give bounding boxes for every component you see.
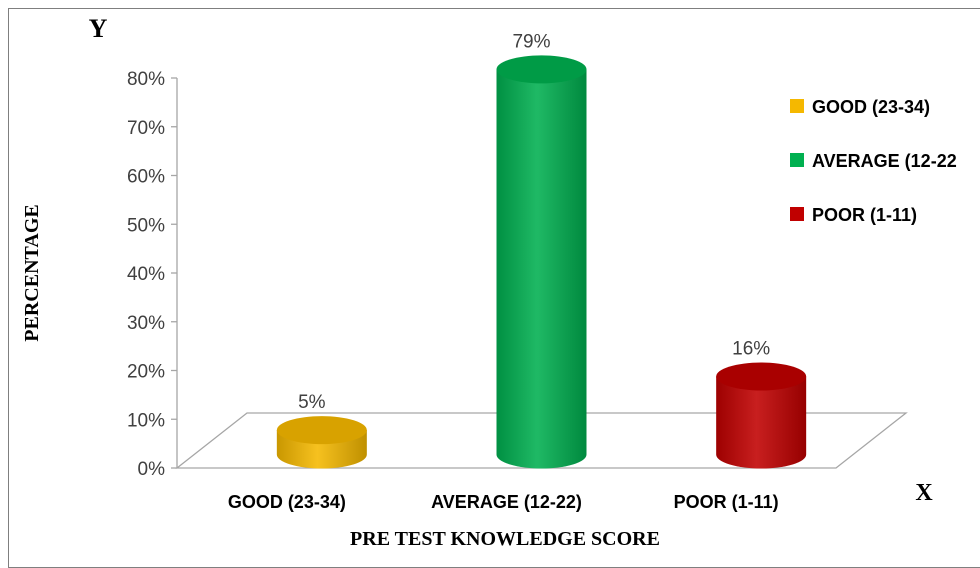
y-axis: 0% 10% 20% 30% 40% 50% 60% 70% 80% [127, 69, 178, 480]
y-tick-label: 30% [127, 313, 165, 334]
legend-label: GOOD (23-34) [812, 97, 930, 117]
bar-top [276, 416, 367, 445]
data-labels: 5% 79% 16% [298, 31, 770, 413]
bar-body [716, 376, 807, 469]
value-label: 5% [298, 392, 326, 413]
y-tick-label: 10% [127, 410, 165, 431]
y-tick-label: 40% [127, 264, 165, 285]
legend-swatch [790, 207, 804, 221]
x-tick-labels: GOOD (23-34) AVERAGE (12-22) POOR (1-11) [228, 492, 779, 512]
x-tick-label: GOOD (23-34) [228, 492, 346, 512]
value-label: 16% [732, 339, 770, 360]
bar-chart: 0% 10% 20% 30% 40% 50% 60% 70% 80% 5% 79% 16% GOOD… [21, 14, 957, 550]
legend-swatch [790, 99, 804, 113]
value-label: 79% [512, 31, 550, 52]
x-axis-title: PRE TEST KNOWLEDGE SCORE [350, 528, 660, 550]
bar-0 [276, 416, 367, 469]
legend: GOOD (23-34) AVERAGE (12-22 POOR (1-11) [790, 97, 957, 225]
x-tick-label: POOR (1-11) [674, 492, 779, 512]
legend-label: AVERAGE (12-22 [812, 151, 957, 171]
bar-body [496, 69, 587, 469]
bar-2 [716, 362, 807, 469]
y-tick-label: 80% [127, 69, 165, 90]
x-axis-marker: X [915, 480, 933, 506]
bar-1 [496, 55, 587, 469]
chart-area: 0% 10% 20% 30% 40% 50% 60% 70% 80% 5% 79% 16% GOOD… [8, 8, 980, 568]
legend-swatch [790, 153, 804, 167]
y-axis-marker: Y [89, 14, 108, 43]
bars [276, 55, 807, 469]
y-tick-label: 60% [127, 167, 165, 188]
y-tick-label: 70% [127, 118, 165, 139]
bar-top [496, 55, 587, 84]
bar-top [716, 362, 807, 391]
y-tick-label: 20% [127, 362, 165, 383]
y-tick-label: 50% [127, 215, 165, 236]
x-tick-label: AVERAGE (12-22) [431, 492, 582, 512]
legend-label: POOR (1-11) [812, 205, 917, 225]
y-axis-title: PERCENTAGE [21, 204, 43, 341]
y-tick-label: 0% [138, 459, 166, 480]
